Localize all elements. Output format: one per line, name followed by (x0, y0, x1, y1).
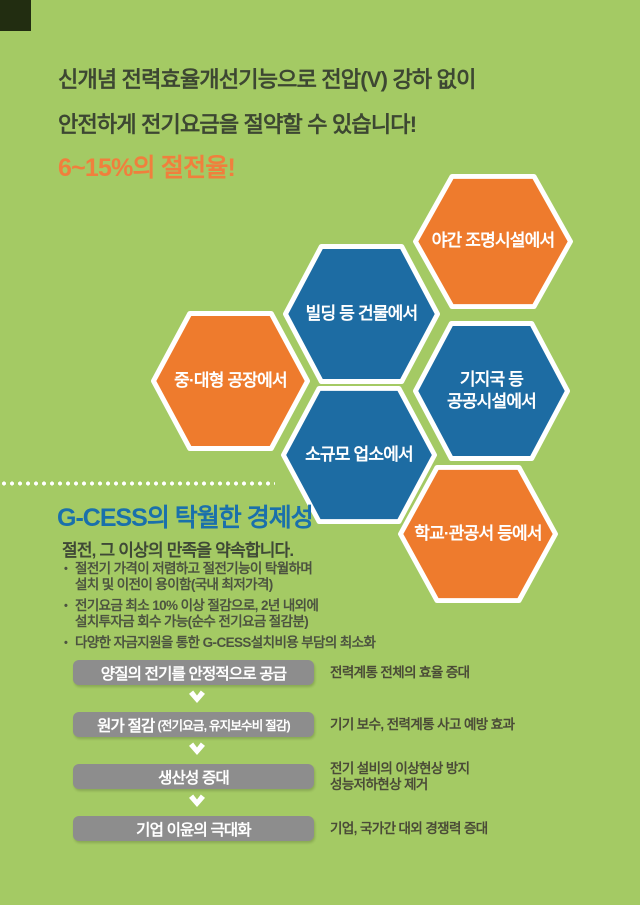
flow-step-row: 기업 이윤의 극대화 기업, 국가간 대외 경쟁력 증대 (0, 816, 640, 842)
hexagon-shape-icon (281, 386, 437, 524)
benefit-bullet: 절전기 가격이 저렴하고 절전기능이 탁월하며 설치 및 이전이 용이함(국내 … (64, 561, 464, 592)
flow-step-label: 기업 이윤의 극대화 (136, 821, 252, 839)
hexagon-small-businesses: 소규모 업소에서 (281, 386, 437, 524)
flow-step-label: 양질의 전기를 안정적으로 공급 (100, 665, 287, 683)
hexagon-buildings: 빌딩 등 건물에서 (283, 244, 440, 384)
hexagon-label: 학교·관공서 등에서 (414, 523, 542, 543)
flow-step-row: 양질의 전기를 안정적으로 공급 전력계통 전체의 효율 증대 (0, 660, 640, 686)
down-arrow-icon (189, 794, 205, 807)
hexagon-public-facilities: 기지국 등 공공시설에서 (413, 321, 570, 461)
benefit-bullet: 전기요금 최소 10% 이상 절감으로, 2년 내외에 설치투자금 회수 가능(… (64, 598, 464, 629)
dotted-divider (0, 481, 275, 486)
hexagon-label: 야간 조명시설에서 (431, 231, 555, 251)
intro-line-1: 신개념 전력효율개선기능으로 전압(V) 강하 없이 (58, 67, 476, 92)
flow-step-row: 원가 절감 (전기요금, 유지보수비 절감) 기기 보수, 전력계통 사고 예방… (0, 712, 640, 738)
flow-step-desc: 전기 설비의 이상현상 방지 성능저하현상 제거 (330, 760, 470, 792)
hexagon-label: 빌딩 등 건물에서 (305, 303, 419, 323)
benefit-bullet: 다양한 자금지원을 통한 G-CESS설치비용 부담의 최소화 (64, 635, 464, 651)
flow-step-label: 원가 절감 (97, 717, 155, 735)
hexagon-label: 중·대형 공장에서 (174, 370, 287, 390)
savings-rate-highlight: 6~15%의 절전율! (58, 154, 236, 182)
flow-step-bar: 양질의 전기를 안정적으로 공급 (73, 660, 314, 685)
intro-line-2: 안전하게 전기요금을 절약할 수 있습니다! (58, 112, 417, 137)
flow-step-label-sub: (전기요금, 유지보수비 절감) (157, 719, 290, 733)
hexagon-factories: 중·대형 공장에서 (151, 311, 310, 451)
hexagon-label: 소규모 업소에서 (305, 444, 414, 464)
flow-step-row: 생산성 증대 전기 설비의 이상현상 방지 성능저하현상 제거 (0, 760, 640, 792)
corner-accent-square (0, 0, 31, 31)
hexagon-night-lighting: 야간 조명시설에서 (413, 174, 573, 309)
hexagon-shape-icon (413, 174, 573, 309)
flow-step-desc: 기업, 국가간 대외 경쟁력 증대 (330, 820, 488, 836)
hexagon-label: 기지국 등 공공시설에서 (446, 369, 537, 411)
flow-step-bar: 생산성 증대 (73, 764, 314, 789)
flow-step-desc: 기기 보수, 전력계통 사고 예방 효과 (330, 716, 515, 732)
down-arrow-icon (189, 742, 205, 755)
down-arrow-icon (189, 690, 205, 703)
hexagon-shape-icon (413, 321, 570, 461)
flow-step-label: 생산성 증대 (158, 769, 230, 787)
section-subtitle: 절전, 그 이상의 만족을 약속합니다. (62, 541, 294, 560)
flow-step-bar: 기업 이윤의 극대화 (73, 816, 314, 841)
benefit-list: 절전기 가격이 저렴하고 절전기능이 탁월하며 설치 및 이전이 용이함(국내 … (64, 561, 464, 657)
hexagon-shape-icon (151, 311, 310, 451)
flow-step-desc: 전력계통 전체의 효율 증대 (330, 664, 470, 680)
flow-step-bar: 원가 절감 (전기요금, 유지보수비 절감) (73, 712, 314, 737)
hexagon-shape-icon (283, 244, 440, 384)
section-title: G-CESS의 탁월한 경제성 (57, 504, 314, 532)
